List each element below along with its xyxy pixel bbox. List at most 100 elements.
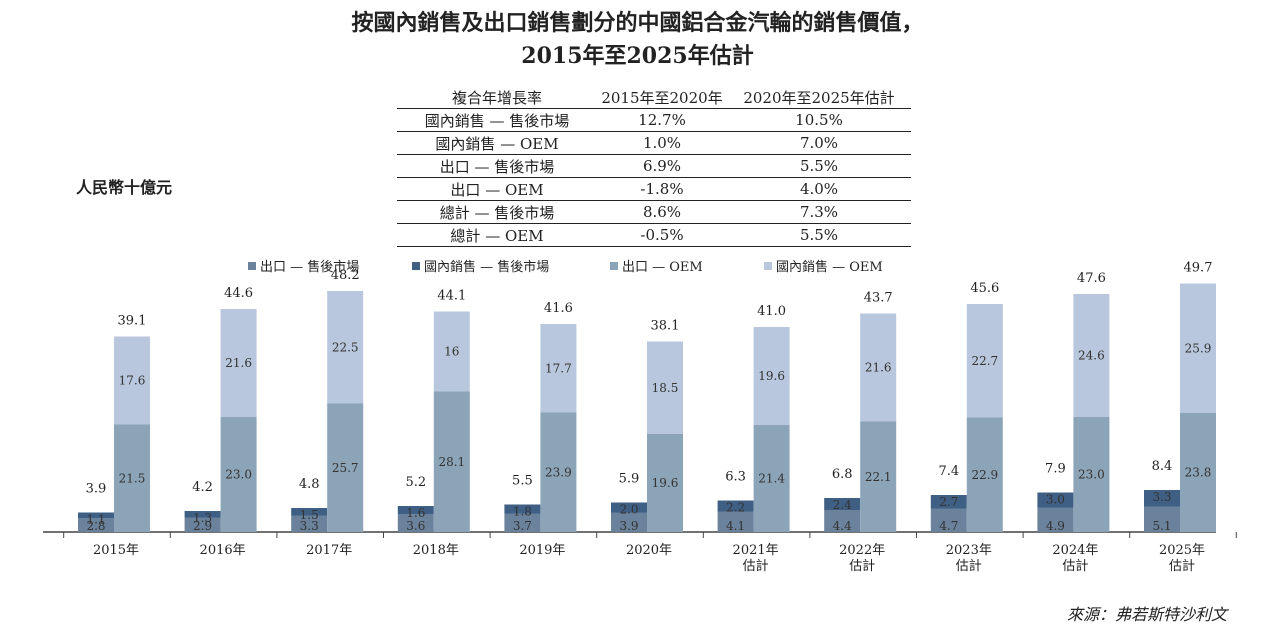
chart-title-line1: 按國內銷售及出口銷售劃分的中國鋁合金汽輪的銷售價值， bbox=[351, 10, 924, 36]
total-label: 8.4 bbox=[1152, 459, 1173, 474]
cagr-cell: 出口 — 售後市場 bbox=[397, 154, 597, 178]
bar-segment bbox=[433, 311, 470, 392]
bar-segment bbox=[114, 424, 150, 532]
bar-segment bbox=[327, 403, 364, 532]
cagr-cell: 4.0% bbox=[727, 177, 911, 201]
bar-segment bbox=[1180, 413, 1216, 532]
cagr-row: 國內銷售 — OEM 1.0% 7.0% bbox=[397, 131, 911, 155]
data-label: 28.1 bbox=[438, 455, 465, 469]
bar-segment bbox=[824, 498, 861, 510]
bar-segment bbox=[540, 412, 577, 532]
bar-segment bbox=[860, 313, 897, 422]
data-label: 22.5 bbox=[332, 340, 359, 354]
cagr-table: 複合年增長率 2015年至2020年 2020年至2025年估計 國內銷售 — … bbox=[397, 86, 911, 247]
cagr-row: 總計 — OEM -0.5% 5.5% bbox=[397, 223, 911, 247]
bar-segment bbox=[291, 515, 328, 532]
cagr-cell: -0.5% bbox=[597, 223, 727, 247]
cagr-cell: 5.5% bbox=[727, 154, 911, 178]
total-label: 7.4 bbox=[938, 464, 959, 479]
x-tick-label: 2016年 bbox=[200, 543, 246, 558]
total-label: 39.1 bbox=[118, 314, 147, 329]
total-label: 5.2 bbox=[405, 475, 426, 490]
data-label: 3.6 bbox=[406, 519, 425, 533]
total-label: 4.2 bbox=[192, 480, 213, 495]
y-unit-label: 人民幣十億元 bbox=[76, 178, 173, 197]
legend-swatch bbox=[764, 262, 772, 270]
bar-segment bbox=[647, 341, 683, 434]
data-label: 24.6 bbox=[1078, 349, 1105, 363]
bar-segment bbox=[717, 511, 754, 532]
cagr-cell: 8.6% bbox=[597, 200, 727, 224]
bar-segment bbox=[1144, 506, 1180, 532]
total-label: 7.9 bbox=[1045, 462, 1066, 477]
data-label: 19.6 bbox=[652, 476, 679, 490]
legend-swatch bbox=[610, 262, 618, 270]
bar-segment bbox=[611, 502, 647, 513]
data-label: 23.0 bbox=[1078, 468, 1105, 482]
source-note: 來源：弗若斯特沙利文 bbox=[1066, 605, 1227, 624]
data-label: 4.7 bbox=[939, 519, 958, 533]
data-label: 4.4 bbox=[833, 519, 852, 533]
bar-segment bbox=[860, 421, 897, 532]
data-label: 25.7 bbox=[332, 461, 359, 475]
x-tick-label: 2022年 bbox=[839, 543, 885, 558]
data-label: 16 bbox=[444, 345, 459, 359]
data-label: 4.9 bbox=[1046, 519, 1065, 533]
total-label: 44.6 bbox=[224, 286, 253, 301]
bar-segment bbox=[930, 495, 967, 509]
x-tick-label: 2018年 bbox=[413, 543, 459, 558]
data-label: 3.9 bbox=[619, 519, 638, 533]
bar-segment bbox=[433, 391, 470, 532]
bar-segment bbox=[220, 309, 257, 417]
data-label: 1.3 bbox=[193, 511, 212, 525]
data-label: 5.1 bbox=[1152, 519, 1171, 533]
x-tick-label: 2017年 bbox=[306, 543, 352, 558]
data-label: 22.7 bbox=[971, 354, 998, 368]
cagr-header: 2020年至2025年估計 bbox=[727, 86, 911, 109]
data-label: 2.8 bbox=[86, 519, 105, 533]
data-label: 2.9 bbox=[193, 519, 212, 533]
bar-segment bbox=[753, 327, 790, 425]
total-label: 44.1 bbox=[437, 289, 466, 304]
data-label: 21.4 bbox=[758, 472, 785, 486]
data-label: 23.0 bbox=[225, 468, 252, 482]
total-label: 49.7 bbox=[1184, 261, 1213, 276]
total-label: 45.6 bbox=[970, 281, 999, 296]
cagr-cell: 5.5% bbox=[727, 223, 911, 247]
cagr-cell: -1.8% bbox=[597, 177, 727, 201]
total-label: 5.5 bbox=[512, 474, 533, 489]
total-label: 5.9 bbox=[619, 472, 640, 487]
cagr-cell: 6.9% bbox=[597, 154, 727, 178]
cagr-row: 總計 — 售後市場 8.6% 7.3% bbox=[397, 200, 911, 224]
data-label: 1.5 bbox=[300, 508, 319, 522]
data-label: 1.8 bbox=[513, 505, 532, 519]
x-tick-label: 2019年 bbox=[519, 543, 565, 558]
cagr-cell: 國內銷售 — OEM bbox=[397, 131, 597, 155]
chart-title-line2: 2015年至2025年估計 bbox=[521, 43, 754, 69]
x-tick-label: 2021年 bbox=[733, 543, 779, 558]
total-label: 38.1 bbox=[651, 319, 680, 334]
bar-segment bbox=[327, 291, 364, 404]
bar-segment bbox=[184, 511, 221, 518]
data-label: 1.6 bbox=[406, 506, 425, 520]
bar-segment bbox=[220, 417, 257, 532]
legend-label: 國內銷售 — OEM bbox=[776, 259, 883, 275]
data-label: 23.9 bbox=[545, 465, 572, 479]
bar-segment bbox=[540, 324, 577, 413]
cagr-cell: 總計 — 售後市場 bbox=[397, 200, 597, 224]
data-label: 22.9 bbox=[971, 468, 998, 482]
data-label: 23.8 bbox=[1185, 466, 1212, 480]
bar-segment bbox=[291, 508, 328, 516]
x-tick-label: 估計 bbox=[743, 558, 769, 574]
bar-segment bbox=[397, 514, 434, 532]
bar-segment bbox=[824, 510, 861, 532]
total-label: 41.0 bbox=[757, 304, 786, 319]
bar-segment bbox=[930, 508, 967, 532]
total-label: 6.3 bbox=[725, 470, 746, 485]
cagr-header: 複合年增長率 bbox=[397, 86, 597, 109]
stacked-bar-chart: 出口 — 售後市場 國內銷售 — 售後市場 出口 — OEM 國內銷售 — OEM 2.… bbox=[43, 259, 1237, 574]
bar-segment bbox=[184, 517, 221, 532]
total-label: 41.6 bbox=[544, 301, 573, 316]
cagr-cell: 1.0% bbox=[597, 131, 727, 155]
legend-label: 出口 — 售後市場 bbox=[260, 259, 359, 275]
